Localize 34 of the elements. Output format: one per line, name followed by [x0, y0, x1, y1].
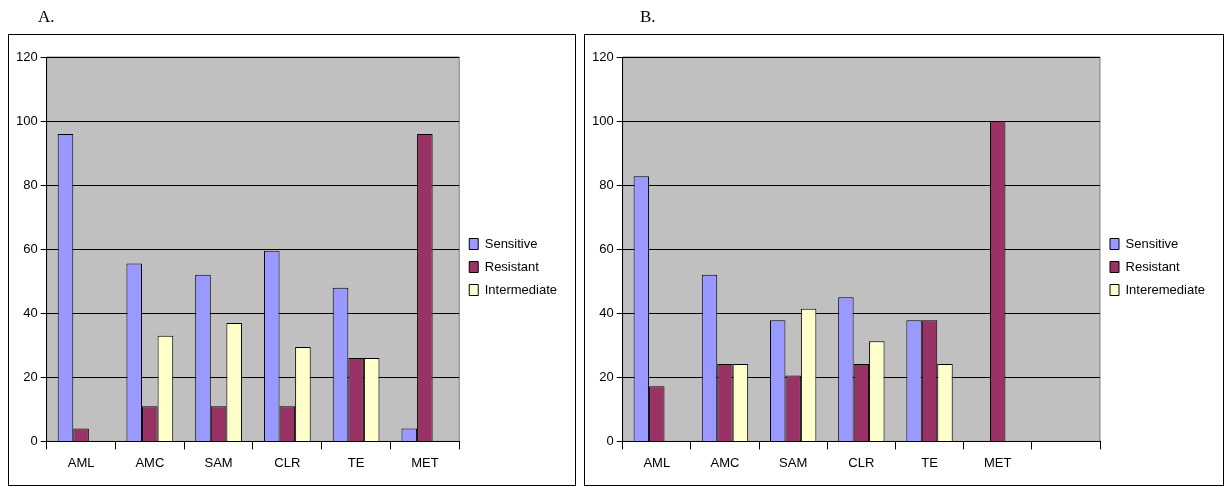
x-tick-label: MET	[984, 454, 1012, 470]
legend-label: Sensitive	[484, 235, 538, 251]
y-tick-label: 60	[23, 240, 38, 256]
y-tick-label: 40	[23, 304, 38, 320]
y-tick-label: 0	[606, 432, 614, 448]
legend-label: Resistant	[484, 258, 540, 274]
x-tick-label: SAM	[779, 454, 808, 470]
legend-label: Intermediate	[484, 281, 557, 297]
y-tick-label: 40	[599, 304, 614, 320]
x-tick-label: TE	[921, 454, 939, 470]
x-tick-label: AML	[67, 454, 95, 470]
legend-label: Sensitive	[1125, 235, 1179, 251]
x-tick-label: TE	[347, 454, 365, 470]
y-tick-label: 120	[15, 48, 38, 64]
y-tick-label: 80	[23, 176, 38, 192]
chart-title: A.	[37, 6, 56, 28]
x-tick-label: CLR	[848, 454, 875, 470]
x-tick-label: AML	[643, 454, 671, 470]
x-tick-label: AMC	[135, 454, 165, 470]
x-tick-label: CLR	[274, 454, 301, 470]
y-tick-label: 100	[15, 112, 38, 128]
y-tick-label: 0	[30, 432, 38, 448]
y-tick-label: 100	[591, 112, 614, 128]
y-tick-label: 20	[599, 368, 614, 384]
x-tick-label: AMC	[710, 454, 740, 470]
y-tick-label: 20	[23, 368, 38, 384]
x-tick-label: SAM	[204, 454, 233, 470]
chart-title: B.	[639, 6, 657, 28]
legend-label: Interemediate	[1125, 281, 1206, 297]
y-tick-label: 60	[599, 240, 614, 256]
legend-label: Resistant	[1125, 258, 1181, 274]
y-tick-label: 80	[599, 176, 614, 192]
x-tick-label: MET	[411, 454, 439, 470]
y-tick-label: 120	[591, 48, 614, 64]
